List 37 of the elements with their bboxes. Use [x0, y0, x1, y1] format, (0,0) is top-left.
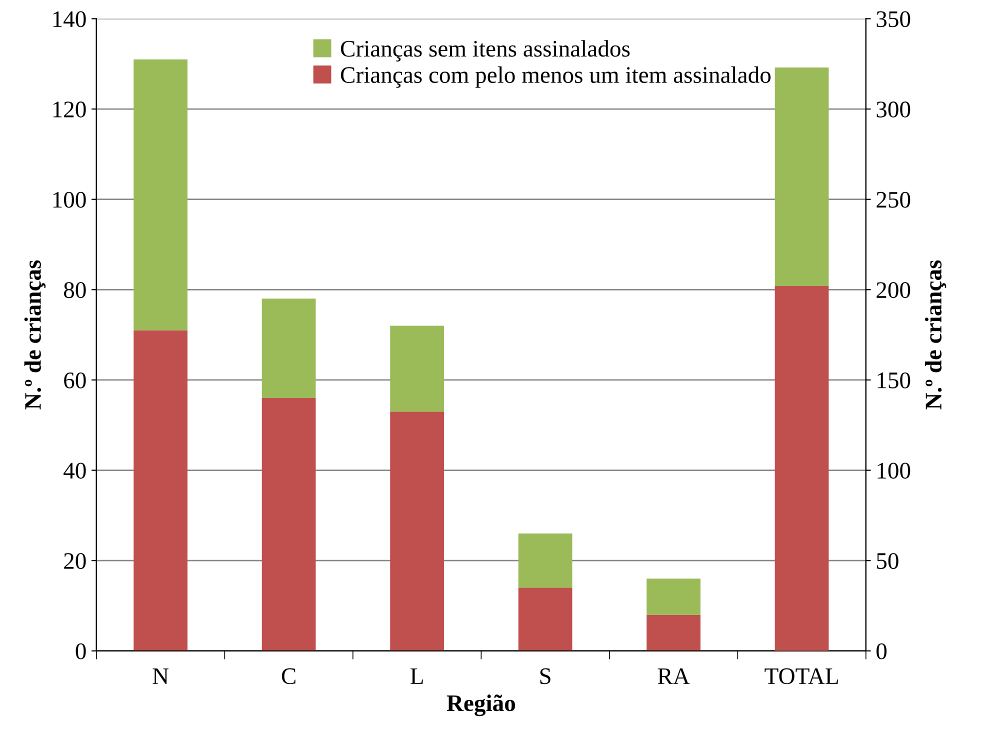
bar — [390, 326, 444, 412]
x-tick-label: RA — [658, 668, 690, 684]
y-tick-label: 0 — [76, 643, 86, 660]
bar — [262, 298, 316, 398]
bar — [262, 398, 316, 651]
x-tick-label: S — [540, 668, 550, 684]
y2-tick-label: 100 — [878, 462, 910, 479]
bar — [518, 533, 572, 588]
x-tick-label: TOTAL — [764, 668, 838, 684]
y2-tick-label: 0 — [876, 643, 887, 660]
y-tick-label: 120 — [53, 102, 86, 118]
y2-tick-label: 50 — [877, 553, 898, 569]
y2-tick-label: 250 — [876, 192, 910, 208]
y2-tick-label: 150 — [878, 372, 910, 388]
y-axis-title: N.º de crianças — [24, 260, 46, 410]
bar — [646, 614, 700, 651]
bar — [518, 588, 572, 651]
y-tick-label: 80 — [64, 282, 86, 298]
legend-label: Crianças com pelo menos um item assinalado — [340, 66, 771, 88]
y-tick-label: 40 — [64, 462, 86, 479]
x-tick-label: L — [410, 668, 423, 684]
bar — [390, 412, 444, 651]
x-tick-label: N — [152, 668, 169, 684]
y2-tick-label: 200 — [876, 282, 910, 298]
y2-axis-title: N.º de crianças — [924, 260, 946, 410]
bar — [134, 59, 188, 330]
y-tick-label: 20 — [64, 553, 86, 569]
bar — [134, 330, 188, 651]
bar — [646, 578, 700, 615]
x-axis-title: Região — [446, 694, 516, 716]
y2-tick-label: 300 — [876, 102, 910, 118]
y-tick-label: 140 — [53, 11, 86, 28]
x-tick-label: C — [282, 668, 296, 684]
y-tick-label: 60 — [64, 372, 86, 388]
y-tick-label: 100 — [53, 192, 86, 208]
y2-tick-label: 350 — [876, 11, 910, 28]
legend-label: Crianças sem itens assinalados — [340, 40, 630, 62]
